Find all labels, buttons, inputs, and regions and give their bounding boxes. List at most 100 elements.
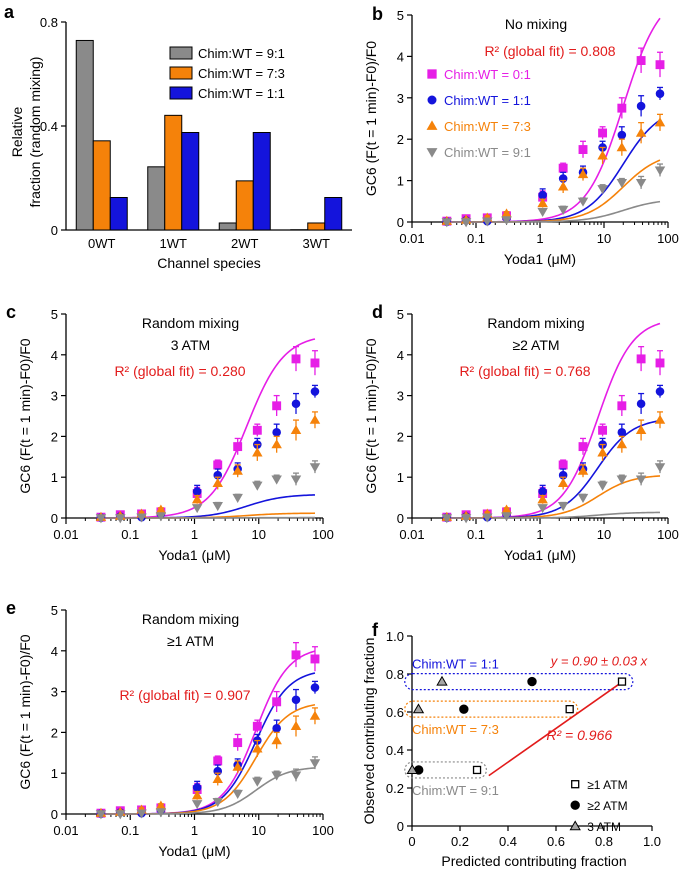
data-point-1 [310, 683, 320, 692]
data-point-2 [597, 150, 608, 160]
y-tick-label: 5 [397, 307, 404, 322]
legend-marker [426, 120, 438, 130]
data-point-0 [213, 460, 223, 470]
data-point-2 [597, 447, 608, 457]
point-circle-1 [527, 676, 537, 687]
y-label: GC6 (F(t = 1 min)-F0)/F0 [363, 41, 379, 196]
data-point-2 [616, 142, 628, 152]
bar-0WT-0 [75, 39, 94, 231]
fit-curve-3 [446, 200, 661, 223]
data-point-2 [577, 465, 589, 475]
data-point-2 [635, 127, 647, 137]
x-tick-label: 0.1 [467, 231, 485, 246]
data-point-2 [557, 477, 569, 488]
data-point-1 [538, 487, 547, 496]
data-point-2 [252, 447, 263, 457]
data-point-1 [655, 387, 665, 396]
bar-2WT-2 [252, 132, 271, 231]
y-label: GC6 (F(t = 1 min)-F0)/F0 [17, 634, 33, 789]
y-tick-label: 0 [51, 807, 58, 822]
legend-label: Chim:WT = 1:1 [444, 93, 531, 108]
y-tick-label-f: 0.4 [386, 743, 404, 758]
data-point-3 [482, 513, 493, 523]
x-tick-label: 10 [597, 527, 611, 542]
data-point-3 [232, 789, 243, 799]
x-tick-label: 0.1 [121, 823, 139, 838]
data-point-2 [271, 735, 282, 745]
x-tick-label-f: 0.8 [595, 834, 613, 849]
data-point-1 [272, 428, 281, 437]
data-point-1 [538, 190, 547, 200]
data-point-3 [191, 800, 203, 810]
legend-marker [426, 148, 438, 158]
x-tick-label: 1 [191, 527, 198, 542]
data-point-0 [558, 163, 568, 173]
x-tick-label: 0.01 [53, 527, 78, 542]
group-label: Chim:WT = 7:3 [412, 722, 499, 737]
x-label: Yoda1 (μM) [504, 251, 576, 267]
y-tick-label: 4 [51, 644, 58, 659]
data-point-0 [598, 425, 608, 435]
panel-subtitle: ≥2 ATM [512, 337, 559, 353]
y-label-a-1: Relative [9, 107, 25, 158]
category-label-a: 0WT [88, 236, 116, 251]
data-point-1 [291, 399, 301, 409]
panel-title: No mixing [505, 16, 567, 32]
data-point-0 [655, 358, 665, 368]
x-tick-label: 100 [657, 527, 679, 542]
data-point-0 [233, 442, 243, 452]
data-point-3 [212, 798, 223, 808]
x-tick-label: 10 [597, 231, 611, 246]
x-tick-label-f: 1.0 [643, 834, 661, 849]
y-tick-label: 4 [397, 348, 404, 363]
y-tick-label-f: 1.0 [386, 629, 404, 644]
legend-marker [427, 95, 437, 105]
y-tick-label-a: 0.4 [40, 119, 58, 134]
panel-c: c 0 1 2 3 4 5 0.01 0.1 1 10 100 Yoda1 (μM) GC6 (F(t =… [6, 302, 334, 563]
data-point-2 [616, 439, 628, 449]
x-tick-label: 0.1 [121, 527, 139, 542]
data-point-1 [192, 487, 202, 496]
data-point-2 [577, 169, 589, 179]
data-point-0 [252, 721, 262, 731]
data-point-1 [655, 89, 665, 98]
data-point-2 [557, 181, 569, 191]
category-label-a: 2WT [231, 236, 259, 251]
x-tick-label-f: 0.4 [499, 834, 517, 849]
y-tick-label: 2 [397, 132, 404, 147]
data-point-0 [291, 650, 301, 660]
data-point-3 [441, 218, 453, 228]
x-tick-label: 0.1 [467, 527, 485, 542]
x-tick-label-f: 0.2 [451, 834, 469, 849]
y-tick-label: 5 [51, 307, 58, 322]
data-point-1 [272, 724, 281, 733]
fit-curve-3 [446, 511, 661, 519]
point-square-0 [617, 677, 627, 686]
data-point-3 [501, 216, 512, 226]
data-point-0 [598, 128, 608, 138]
data-point-2 [654, 414, 666, 424]
fit-curve-1 [446, 119, 661, 223]
data-point-1 [636, 399, 646, 409]
data-point-0 [252, 425, 262, 435]
data-point-2 [232, 465, 243, 475]
x-tick-label: 0.01 [399, 527, 424, 542]
x-label-a: Channel species [157, 255, 261, 271]
data-point-2 [537, 197, 548, 208]
legend-label-a: Chim:WT = 9:1 [198, 46, 285, 61]
data-point-3 [136, 513, 147, 523]
y-tick-label-f: 0.2 [386, 781, 404, 796]
fit-curve-2 [100, 703, 316, 815]
data-point-3 [654, 166, 666, 176]
panel-d: d 0 1 2 3 4 5 0.01 0.1 1 10 100 Yoda1 (μM) GC6 (F(t =… [363, 302, 679, 563]
data-point-3 [252, 777, 263, 787]
panel-b: b 0 1 2 3 4 5 0.01 0.1 1 10 100 Yoda1 (μM) GC6 (F(t =… [363, 4, 679, 267]
x-label: Yoda1 (μM) [158, 547, 230, 563]
data-point-1 [617, 428, 627, 437]
data-point-3 [501, 512, 512, 522]
legend-swatch-a [169, 66, 193, 80]
data-point-2 [309, 414, 321, 424]
data-point-2 [290, 424, 302, 435]
data-point-3 [95, 514, 107, 524]
data-point-2 [212, 477, 223, 488]
